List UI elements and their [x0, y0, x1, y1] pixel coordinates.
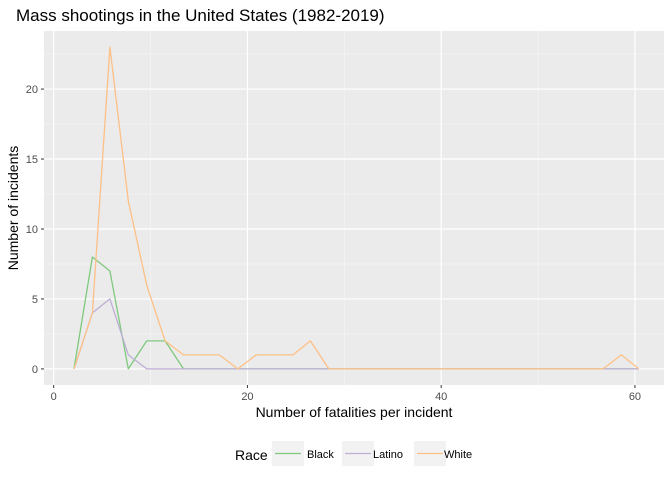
legend-label-white: White	[444, 449, 472, 461]
y-axis: 0 5 10 15 20	[26, 84, 44, 376]
grid-minor	[44, 31, 664, 385]
x-tick-label: 20	[241, 391, 253, 403]
y-tick-label: 5	[32, 294, 38, 306]
x-tick-label: 40	[435, 391, 447, 403]
legend-title: Race	[235, 447, 268, 463]
y-tick-label: 10	[26, 224, 38, 236]
plot-panel	[44, 31, 664, 385]
chart-title: Mass shootings in the United States (198…	[16, 6, 385, 25]
y-tick-label: 0	[32, 364, 38, 376]
x-tick-label: 60	[629, 391, 641, 403]
legend-label-latino: Latino	[373, 449, 403, 461]
y-axis-title: Number of incidents	[5, 146, 21, 271]
series-lines	[73, 46, 640, 370]
legend: Race Black Latino White	[235, 441, 472, 466]
x-tick-label: 0	[51, 391, 57, 403]
x-axis: 0 20 40 60	[51, 385, 641, 403]
y-tick-label: 15	[26, 154, 38, 166]
legend-label-black: Black	[307, 449, 334, 461]
series-line-white	[73, 46, 640, 370]
y-tick-label: 20	[26, 84, 38, 96]
x-axis-title: Number of fatalities per incident	[256, 404, 453, 420]
